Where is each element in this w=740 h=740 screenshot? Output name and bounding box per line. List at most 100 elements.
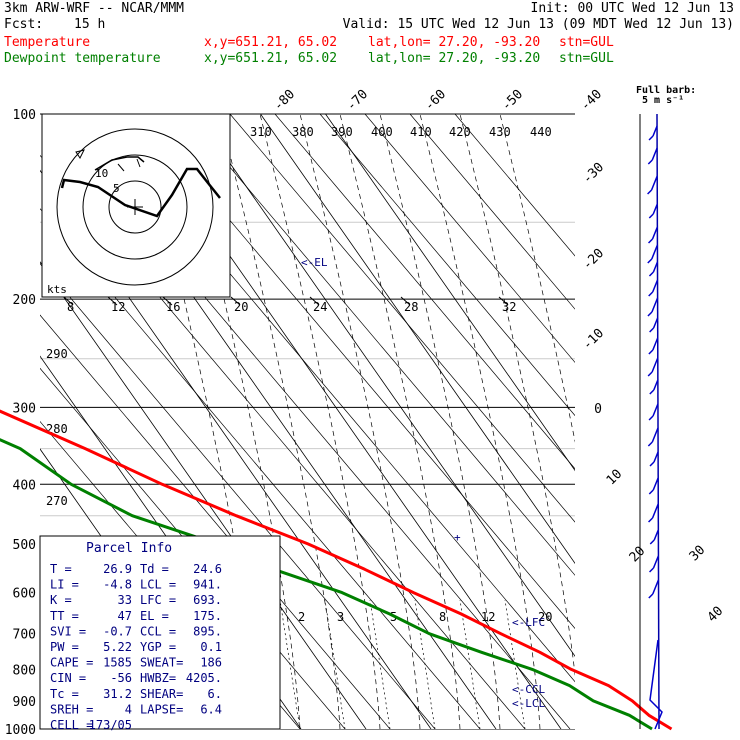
- speed-tick: [309, 296, 320, 306]
- forecast-label: Fcst:: [4, 17, 44, 32]
- dry-adiabat-line: [319, 114, 575, 417]
- mixing-ratio-label: 12: [481, 610, 495, 624]
- mixing-ratio-line: [324, 599, 346, 729]
- hodograph-ring-label: 5: [113, 182, 120, 195]
- wind-barb-flag: [648, 567, 655, 573]
- hodograph-trace: [60, 167, 221, 218]
- parcel-info-cell: TT =: [50, 609, 79, 623]
- hodograph-arc-tick: [136, 158, 141, 168]
- lfc-marker: <-LFC: [512, 616, 545, 629]
- isotherm-label: 30: [687, 543, 709, 565]
- wind-barb: [651, 244, 659, 260]
- dewpoint-trace: [0, 438, 653, 731]
- wind-barbs: [647, 125, 663, 730]
- parcel-info-cell: 895.: [193, 624, 222, 638]
- wind-barb: [651, 503, 659, 519]
- wind-barb-flag: [648, 593, 654, 599]
- lcl-marker: <-LCL: [512, 697, 545, 710]
- hodograph-ring: [108, 180, 162, 234]
- theta-label: 290: [46, 347, 68, 361]
- wind-barb-column: Full barb: 5 m s⁻¹: [636, 85, 696, 730]
- wind-barb: [652, 403, 659, 417]
- parcel-info-cell: CIN =: [50, 671, 86, 685]
- parcel-info-cell: LAPSE=: [140, 702, 183, 716]
- parcel-info-box: [39, 535, 281, 730]
- dry-adiabat-line: [229, 114, 575, 523]
- hodograph-wind-mark: [75, 149, 85, 159]
- speed-tick-label: 28: [404, 300, 418, 314]
- wind-barb: [651, 427, 659, 443]
- dewpoint-latlon: lat,lon= 27.20, -93.20: [368, 51, 541, 66]
- theta-label: 400: [371, 125, 393, 139]
- wind-barb-flag: [648, 213, 654, 219]
- speed-tick-label: 20: [234, 300, 248, 314]
- kts-label: kts: [47, 283, 67, 296]
- theta-label: 410: [410, 125, 432, 139]
- isotherm-label: 0: [594, 402, 602, 417]
- init-time: Init: 00 UTC Wed 12 Jun 13: [530, 1, 735, 16]
- parcel-info-cell: T =: [50, 562, 72, 576]
- dry-adiabat-line: [364, 114, 575, 363]
- wind-barb: [652, 279, 659, 293]
- speed-tick: [107, 296, 118, 306]
- mixing-ratio-label: 2: [298, 610, 305, 624]
- parcel-info-cell: 5.22: [103, 640, 132, 654]
- theta-label: 390: [331, 125, 353, 139]
- wind-barb-flag: [648, 291, 654, 297]
- temperature-latlon: lat,lon= 27.20, -93.20: [368, 35, 541, 50]
- speed-tick: [63, 296, 74, 306]
- pressure-label: 500: [13, 538, 36, 553]
- wind-barb: [652, 125, 658, 137]
- dewpoint-legend: Dewpoint temperature: [4, 51, 161, 66]
- parcel-info-cell: SREH =: [50, 702, 93, 716]
- parcel-info-cell: 186: [200, 656, 222, 670]
- wind-barb-flag: [648, 349, 654, 355]
- theta-label: 310: [250, 125, 272, 139]
- hodograph-ring: [56, 128, 214, 286]
- theta-label: 430: [489, 125, 511, 139]
- pressure-label: 900: [13, 695, 36, 710]
- dry-adiabat-line: [409, 114, 575, 310]
- dry-adiabat-line: [274, 114, 575, 470]
- pressure-label: 1000: [5, 723, 36, 738]
- dry-adiabat-line: [40, 261, 436, 729]
- wind-barb: [652, 261, 659, 273]
- pressure-label: 300: [13, 401, 36, 416]
- parcel-info-cell: PW =: [50, 640, 79, 654]
- isotherm-line: [40, 262, 367, 729]
- parcel-info-cell: SHEAR=: [140, 687, 183, 701]
- isotherm-label: -30: [580, 160, 607, 187]
- dry-adiabat-line: [40, 314, 391, 729]
- isotherm-line: [260, 114, 575, 564]
- ccl-marker: <-CCL: [512, 683, 545, 696]
- isotherm-label: 20: [627, 544, 649, 566]
- isotherm-label: 40: [705, 604, 727, 626]
- wind-barb-flag: [648, 415, 654, 421]
- parcel-info-cell: 26.9: [103, 562, 132, 576]
- temperature-station: stn=GUL: [559, 35, 614, 50]
- temperature-legend: Temperature: [4, 35, 91, 50]
- parcel-info-cell: LI =: [50, 578, 79, 592]
- parcel-info-cell: -4.8: [103, 578, 132, 592]
- parcel-info-cell: -0.7: [103, 624, 132, 638]
- dry-adiabat-line: [184, 114, 575, 576]
- isotherm-label: -60: [422, 87, 449, 114]
- parcel-info-cell: 175.: [193, 609, 222, 623]
- el-marker: <-EL: [301, 256, 328, 269]
- pressure-label: 100: [13, 108, 36, 123]
- isotherm-label: -80: [271, 87, 298, 114]
- isotherm-line: [325, 114, 575, 472]
- mixing-ratio-label: 8: [439, 610, 446, 624]
- isotherm-label: -70: [344, 87, 371, 114]
- parcel-info-cell: Tc =: [50, 687, 79, 701]
- parcel-info-cell: 4: [125, 702, 132, 716]
- parcel-info-cell: LCL =: [140, 578, 176, 592]
- wind-barb-flag: [647, 311, 653, 317]
- pressure-label: 200: [13, 293, 36, 308]
- hodograph-arc-tick: [117, 163, 125, 172]
- wind-barb: [652, 337, 659, 351]
- dry-adiabat-line: [454, 114, 575, 257]
- parcel-info-cell: YGP =: [140, 640, 176, 654]
- wind-barb-flag: [649, 539, 655, 545]
